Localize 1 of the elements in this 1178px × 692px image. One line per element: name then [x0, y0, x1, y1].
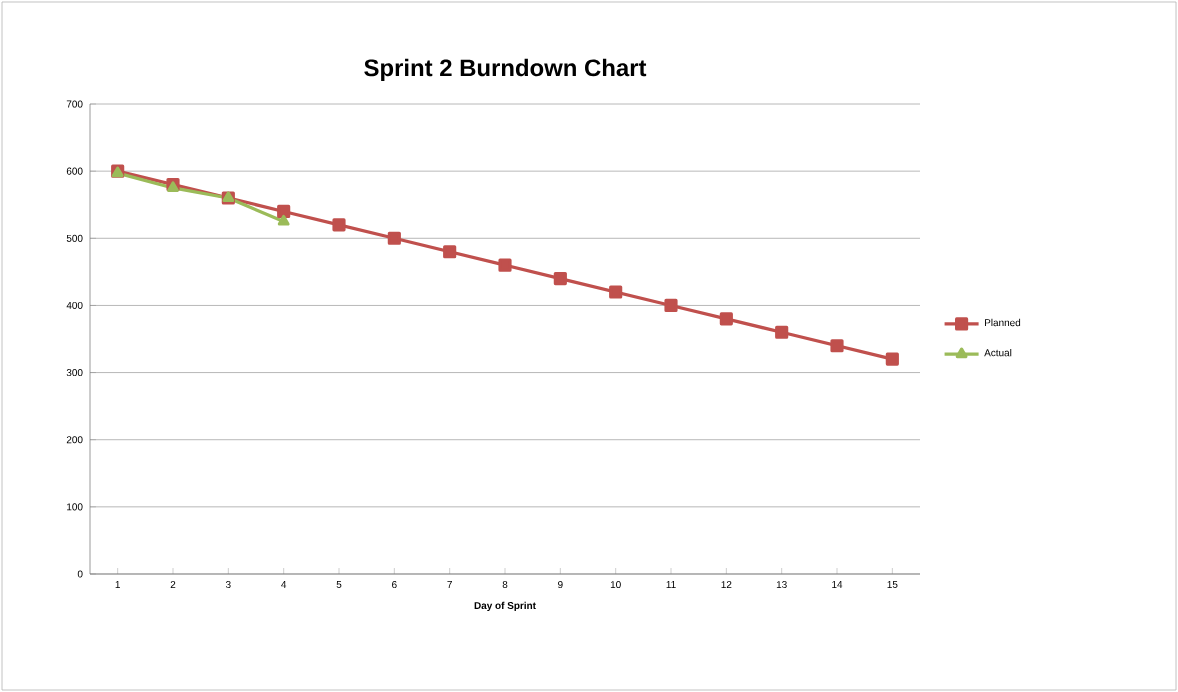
chart-title: Sprint 2 Burndown Chart	[364, 58, 647, 82]
